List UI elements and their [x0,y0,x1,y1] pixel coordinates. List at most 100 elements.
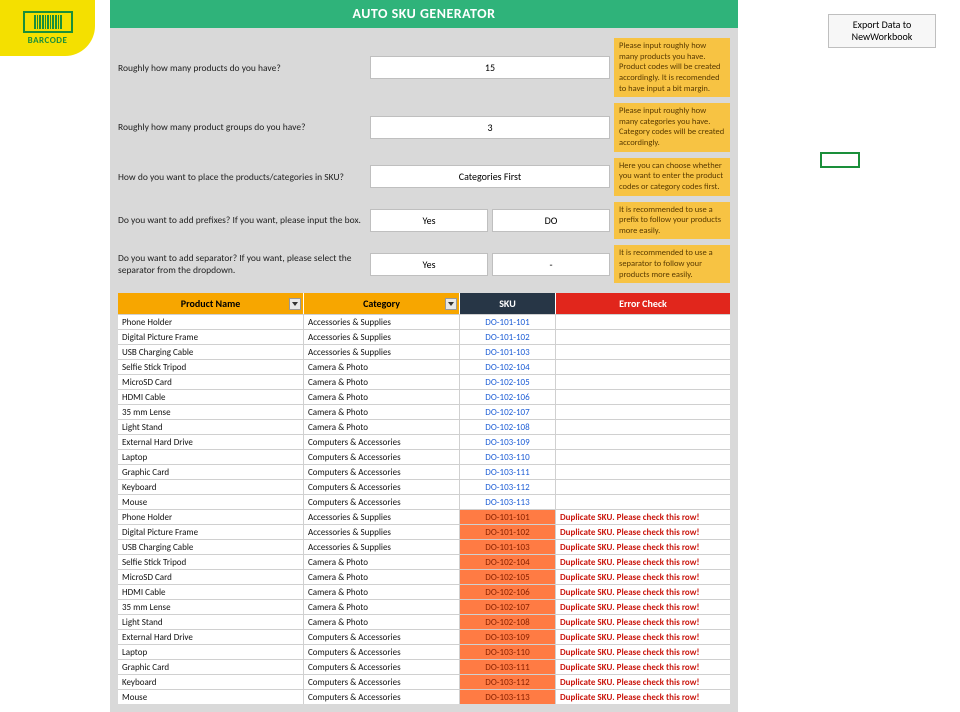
cell-product-name[interactable]: 35 mm Lense [118,600,304,614]
input-separator-value[interactable]: - [492,253,610,276]
active-cell-indicator[interactable] [820,152,860,168]
cell-product-name[interactable]: Laptop [118,450,304,464]
cell-category[interactable]: Computers & Accessories [304,495,460,509]
cell-category[interactable]: Computers & Accessories [304,630,460,644]
cell-sku[interactable]: DO-103-113 [460,495,556,509]
cell-sku[interactable]: DO-103-112 [460,480,556,494]
cell-product-name[interactable]: USB Charging Cable [118,345,304,359]
cell-product-name[interactable]: Keyboard [118,480,304,494]
input-prefix-yesno[interactable]: Yes [370,209,488,232]
cell-category[interactable]: Computers & Accessories [304,660,460,674]
input-order[interactable]: Categories First [370,165,610,188]
input-separator-yesno[interactable]: Yes [370,253,488,276]
table-row[interactable]: Selfie Stick TripodCamera & PhotoDO-102-… [118,554,730,569]
table-row[interactable]: Digital Picture FrameAccessories & Suppl… [118,329,730,344]
cell-category[interactable]: Computers & Accessories [304,675,460,689]
cell-product-name[interactable]: Light Stand [118,615,304,629]
cell-category[interactable]: Camera & Photo [304,390,460,404]
table-row[interactable]: USB Charging CableAccessories & Supplies… [118,344,730,359]
table-row[interactable]: Graphic CardComputers & AccessoriesDO-10… [118,659,730,674]
cell-product-name[interactable]: HDMI Cable [118,585,304,599]
cell-product-name[interactable]: Mouse [118,690,304,704]
cell-product-name[interactable]: 35 mm Lense [118,405,304,419]
cell-category[interactable]: Accessories & Supplies [304,525,460,539]
cell-category[interactable]: Accessories & Supplies [304,510,460,524]
cell-product-name[interactable]: MicroSD Card [118,375,304,389]
cell-sku[interactable]: DO-102-108 [460,615,556,629]
cell-sku[interactable]: DO-102-105 [460,375,556,389]
input-groups[interactable]: 3 [370,116,610,139]
cell-error[interactable] [556,360,730,374]
filter-icon[interactable] [445,298,457,310]
cell-sku[interactable]: DO-103-113 [460,690,556,704]
cell-category[interactable]: Camera & Photo [304,375,460,389]
cell-category[interactable]: Computers & Accessories [304,480,460,494]
cell-category[interactable]: Accessories & Supplies [304,345,460,359]
cell-sku[interactable]: DO-102-108 [460,420,556,434]
cell-category[interactable]: Computers & Accessories [304,645,460,659]
cell-error[interactable]: Duplicate SKU. Please check this row! [556,615,730,629]
cell-sku[interactable]: DO-103-110 [460,450,556,464]
cell-error[interactable]: Duplicate SKU. Please check this row! [556,555,730,569]
cell-product-name[interactable]: Graphic Card [118,660,304,674]
cell-category[interactable]: Camera & Photo [304,360,460,374]
cell-product-name[interactable]: External Hard Drive [118,435,304,449]
cell-product-name[interactable]: Phone Holder [118,510,304,524]
cell-category[interactable]: Camera & Photo [304,585,460,599]
cell-error[interactable] [556,450,730,464]
cell-sku[interactable]: DO-103-112 [460,675,556,689]
cell-sku[interactable]: DO-102-105 [460,570,556,584]
table-row[interactable]: External Hard DriveComputers & Accessori… [118,629,730,644]
cell-product-name[interactable]: USB Charging Cable [118,540,304,554]
cell-category[interactable]: Accessories & Supplies [304,540,460,554]
table-row[interactable]: Graphic CardComputers & AccessoriesDO-10… [118,464,730,479]
cell-product-name[interactable]: Graphic Card [118,465,304,479]
cell-sku[interactable]: DO-102-106 [460,585,556,599]
cell-sku[interactable]: DO-101-101 [460,315,556,329]
cell-error[interactable] [556,390,730,404]
cell-error[interactable]: Duplicate SKU. Please check this row! [556,540,730,554]
cell-product-name[interactable]: Digital Picture Frame [118,330,304,344]
cell-category[interactable]: Camera & Photo [304,600,460,614]
cell-error[interactable]: Duplicate SKU. Please check this row! [556,510,730,524]
table-row[interactable]: MicroSD CardCamera & PhotoDO-102-105Dupl… [118,569,730,584]
cell-product-name[interactable]: Selfie Stick Tripod [118,555,304,569]
cell-category[interactable]: Computers & Accessories [304,690,460,704]
cell-category[interactable]: Camera & Photo [304,420,460,434]
cell-sku[interactable]: DO-102-107 [460,405,556,419]
cell-sku[interactable]: DO-102-107 [460,600,556,614]
cell-sku[interactable]: DO-101-102 [460,525,556,539]
cell-sku[interactable]: DO-103-109 [460,630,556,644]
table-row[interactable]: Selfie Stick TripodCamera & PhotoDO-102-… [118,359,730,374]
cell-product-name[interactable]: Mouse [118,495,304,509]
filter-icon[interactable] [289,298,301,310]
header-product-name[interactable]: Product Name [118,293,304,314]
cell-error[interactable] [556,315,730,329]
cell-sku[interactable]: DO-103-111 [460,465,556,479]
cell-product-name[interactable]: Laptop [118,645,304,659]
cell-category[interactable]: Camera & Photo [304,615,460,629]
cell-sku[interactable]: DO-101-103 [460,345,556,359]
header-sku[interactable]: SKU [460,293,556,314]
cell-error[interactable]: Duplicate SKU. Please check this row! [556,570,730,584]
cell-sku[interactable]: DO-102-106 [460,390,556,404]
table-row[interactable]: LaptopComputers & AccessoriesDO-103-110D… [118,644,730,659]
table-row[interactable]: HDMI CableCamera & PhotoDO-102-106 [118,389,730,404]
table-row[interactable]: Phone HolderAccessories & SuppliesDO-101… [118,314,730,329]
cell-error[interactable]: Duplicate SKU. Please check this row! [556,525,730,539]
table-row[interactable]: HDMI CableCamera & PhotoDO-102-106Duplic… [118,584,730,599]
cell-sku[interactable]: DO-101-102 [460,330,556,344]
table-row[interactable]: Light StandCamera & PhotoDO-102-108Dupli… [118,614,730,629]
table-row[interactable]: KeyboardComputers & AccessoriesDO-103-11… [118,674,730,689]
table-row[interactable]: KeyboardComputers & AccessoriesDO-103-11… [118,479,730,494]
table-row[interactable]: LaptopComputers & AccessoriesDO-103-110 [118,449,730,464]
cell-product-name[interactable]: Light Stand [118,420,304,434]
cell-error[interactable]: Duplicate SKU. Please check this row! [556,585,730,599]
cell-category[interactable]: Camera & Photo [304,555,460,569]
table-row[interactable]: Light StandCamera & PhotoDO-102-108 [118,419,730,434]
cell-category[interactable]: Computers & Accessories [304,435,460,449]
header-error[interactable]: Error Check [556,293,730,314]
table-row[interactable]: MouseComputers & AccessoriesDO-103-113 [118,494,730,509]
table-row[interactable]: External Hard DriveComputers & Accessori… [118,434,730,449]
table-row[interactable]: Phone HolderAccessories & SuppliesDO-101… [118,509,730,524]
